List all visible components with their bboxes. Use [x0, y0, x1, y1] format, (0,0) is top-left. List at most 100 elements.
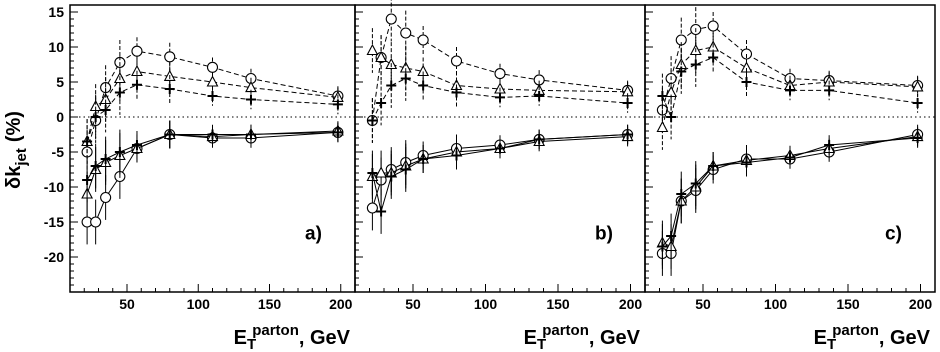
x-tick-label: 100: [474, 296, 498, 312]
data-point: [418, 154, 429, 164]
data-point: [495, 92, 505, 103]
data-point: [912, 98, 923, 108]
x-axis-label: ETparton, GeV: [814, 322, 931, 352]
data-point: [824, 140, 835, 150]
data-point: [676, 189, 687, 199]
panel-1: -20 -15 -10 -5 0 5 10 15 50 100 150 200 ETparton, Ge…: [44, 4, 356, 352]
data-point: [90, 161, 101, 171]
data-point: [911, 80, 924, 92]
data-point: [622, 129, 633, 140]
x-tick-label: 150: [546, 296, 570, 312]
x-label-sup: parton: [252, 322, 299, 339]
data-point: [785, 152, 795, 163]
data-point: [332, 127, 343, 138]
data-point: [912, 133, 923, 143]
data-point: [534, 134, 545, 145]
x-label-sup: parton: [542, 322, 589, 339]
data-point: [207, 91, 218, 101]
series-circle-dashed: [656, 7, 924, 133]
data-point: [366, 202, 378, 214]
x-label-sub: T: [247, 336, 256, 352]
x-tick-label: 50: [405, 296, 421, 312]
x-tick-label: 100: [187, 296, 211, 312]
data-point: [690, 59, 701, 70]
x-label-unit: , GeV: [589, 327, 641, 349]
data-point: [666, 231, 677, 241]
series-line: [661, 25, 918, 111]
data-point: [622, 98, 633, 108]
data-point: [666, 112, 677, 122]
data-point: [741, 77, 752, 87]
y-tick-label: 5: [56, 74, 64, 90]
x-tick-label: 200: [619, 296, 643, 312]
data-point: [494, 68, 506, 80]
series-cross-solid: [367, 124, 633, 234]
data-point: [366, 43, 379, 56]
data-point: [206, 61, 219, 73]
data-point: [131, 45, 143, 57]
series-cross-solid: [657, 128, 923, 269]
panel-label: c): [885, 224, 902, 245]
data-point: [131, 140, 142, 150]
data-point: [164, 51, 176, 63]
series-circle-dashed: [366, 0, 634, 143]
data-point: [741, 157, 752, 168]
x-tick-label: 200: [909, 296, 933, 312]
panel-frame: [69, 4, 356, 293]
series-line: [661, 46, 918, 128]
data-point: [100, 191, 112, 204]
x-label-sub: T: [827, 336, 836, 352]
data-point: [656, 120, 669, 133]
data-point: [418, 80, 429, 91]
data-point: [451, 87, 462, 98]
data-point: [131, 79, 142, 90]
y-axis-label: δkjet (%): [3, 111, 30, 189]
data-point: [690, 178, 701, 189]
data-point: [495, 143, 505, 154]
x-axis-label: ETparton, GeV: [234, 322, 351, 352]
data-point: [114, 147, 125, 157]
data-point: [375, 50, 388, 63]
data-point: [708, 161, 719, 171]
x-tick-label: 50: [695, 296, 711, 312]
y-label-unit: (%): [3, 111, 25, 142]
data-point: [164, 84, 175, 94]
data-point: [131, 64, 143, 77]
y-tick-label: 0: [56, 109, 64, 125]
data-point: [657, 241, 668, 252]
data-point: [376, 98, 387, 108]
y-tick-label: -15: [44, 214, 64, 230]
y-tick-label: -5: [52, 144, 65, 160]
x-label-main: E: [524, 327, 537, 349]
data-point: [375, 166, 388, 178]
data-point: [100, 154, 111, 164]
series-cross-dashed: [82, 70, 343, 164]
y-tick-label: 10: [48, 39, 64, 55]
x-label-sub: T: [537, 336, 546, 352]
series-cross-dashed: [367, 56, 633, 143]
series-cross-solid: [82, 120, 343, 203]
x-label-main: E: [814, 327, 827, 349]
panel-label: b): [595, 224, 613, 245]
data-point: [785, 85, 795, 96]
data-point: [206, 75, 219, 87]
data-point: [386, 80, 397, 91]
panel-3: 50 100 150 200 ETparton, GeV c): [644, 4, 936, 352]
x-label-main: E: [234, 327, 247, 349]
data-point: [385, 13, 397, 25]
x-tick-label: 150: [836, 296, 860, 312]
data-point: [90, 112, 101, 122]
data-point: [451, 150, 462, 161]
data-point: [332, 99, 343, 110]
y-label-sub: jet: [13, 148, 30, 167]
series-cross-dashed: [657, 42, 923, 140]
data-point: [657, 91, 668, 101]
data-point: [400, 27, 412, 39]
panel-label: a): [305, 224, 322, 245]
data-point: [114, 87, 125, 98]
data-point: [450, 55, 463, 67]
x-tick-label: 50: [119, 296, 135, 312]
data-point: [90, 216, 102, 228]
data-point: [207, 129, 218, 140]
